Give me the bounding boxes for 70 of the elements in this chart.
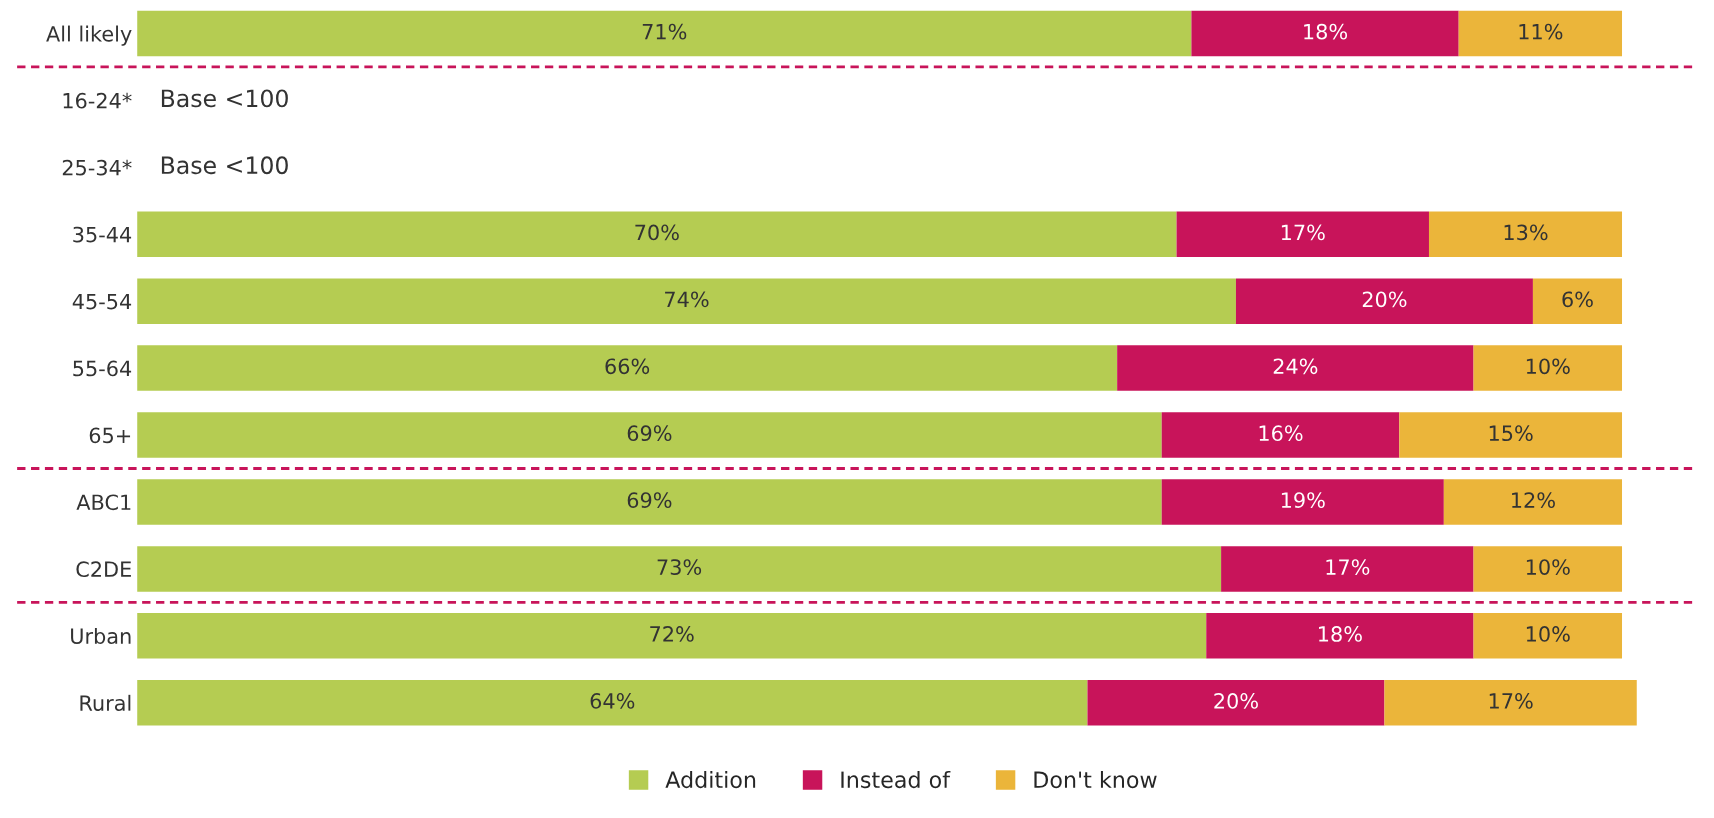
data-label: 17% bbox=[1281, 224, 1325, 241]
bar bbox=[1087, 679, 1385, 726]
bar bbox=[1161, 479, 1444, 525]
y-tick-label: 65+ bbox=[89, 427, 131, 444]
bar bbox=[1221, 546, 1474, 592]
data-label: 11% bbox=[1519, 23, 1563, 40]
data-label: 18% bbox=[1319, 626, 1362, 642]
bar bbox=[1473, 613, 1623, 659]
bar bbox=[1428, 211, 1623, 257]
data-label: 69% bbox=[627, 425, 672, 442]
data-label: 69% bbox=[627, 492, 672, 508]
y-tick-label: Rural bbox=[80, 694, 131, 711]
data-label: 70% bbox=[635, 224, 679, 241]
data-label: 71% bbox=[642, 23, 687, 40]
data-label: 66% bbox=[605, 358, 650, 375]
data-label: 16% bbox=[1259, 425, 1303, 442]
data-label: 6% bbox=[1562, 291, 1593, 308]
bar bbox=[137, 345, 1118, 391]
legend-label: Instead of bbox=[841, 770, 951, 789]
data-label: 18% bbox=[1304, 23, 1348, 40]
bar bbox=[137, 679, 1088, 726]
data-label: 20% bbox=[1214, 693, 1258, 709]
y-tick-label: C2DE bbox=[76, 561, 131, 578]
y-tick-label: 35-44 bbox=[73, 226, 132, 243]
bar bbox=[1384, 679, 1637, 726]
data-label: 24% bbox=[1273, 358, 1318, 375]
bar bbox=[1176, 211, 1429, 257]
data-label: 17% bbox=[1326, 559, 1370, 575]
annotation: Base <100 bbox=[161, 156, 288, 175]
data-label: 15% bbox=[1489, 425, 1533, 442]
data-label: 20% bbox=[1362, 291, 1407, 308]
bar bbox=[137, 613, 1207, 659]
bar bbox=[1117, 345, 1474, 391]
bar bbox=[1473, 546, 1623, 592]
y-tick-label: Urban bbox=[71, 627, 131, 645]
y-tick-label: 55-64 bbox=[73, 360, 132, 377]
bar bbox=[1206, 613, 1474, 659]
bar bbox=[1191, 10, 1459, 57]
data-label: 17% bbox=[1489, 693, 1533, 709]
y-tick-label: 45-54 bbox=[72, 293, 132, 310]
data-label: 10% bbox=[1526, 358, 1570, 375]
bar bbox=[1235, 278, 1533, 324]
bar bbox=[137, 211, 1177, 257]
data-label: 19% bbox=[1281, 492, 1325, 508]
bar bbox=[1399, 412, 1623, 458]
bar bbox=[137, 412, 1162, 458]
bar bbox=[137, 479, 1162, 525]
y-tick-label: 25-34* bbox=[62, 159, 132, 176]
y-tick-label: ABC1 bbox=[76, 494, 131, 511]
data-label: 10% bbox=[1526, 626, 1570, 642]
legend-label: Don't know bbox=[1034, 770, 1157, 789]
bar bbox=[1473, 345, 1623, 391]
data-label: 13% bbox=[1504, 224, 1548, 241]
bar bbox=[137, 546, 1222, 592]
legend-label: Addition bbox=[665, 770, 756, 789]
data-label: 74% bbox=[665, 291, 709, 308]
bar bbox=[1532, 278, 1623, 324]
bar bbox=[137, 278, 1236, 324]
data-label: 72% bbox=[650, 626, 694, 642]
data-label: 12% bbox=[1512, 492, 1555, 508]
data-label: 10% bbox=[1526, 559, 1570, 575]
bar bbox=[1458, 10, 1623, 57]
y-tick-label: All likely bbox=[46, 25, 132, 46]
bar bbox=[1161, 412, 1400, 458]
annotation: Base <100 bbox=[161, 89, 288, 108]
y-tick-label: 16-24* bbox=[63, 92, 132, 109]
bar bbox=[137, 10, 1192, 57]
data-label: 73% bbox=[657, 559, 702, 575]
bar bbox=[1443, 479, 1623, 525]
data-label: 64% bbox=[590, 693, 635, 709]
